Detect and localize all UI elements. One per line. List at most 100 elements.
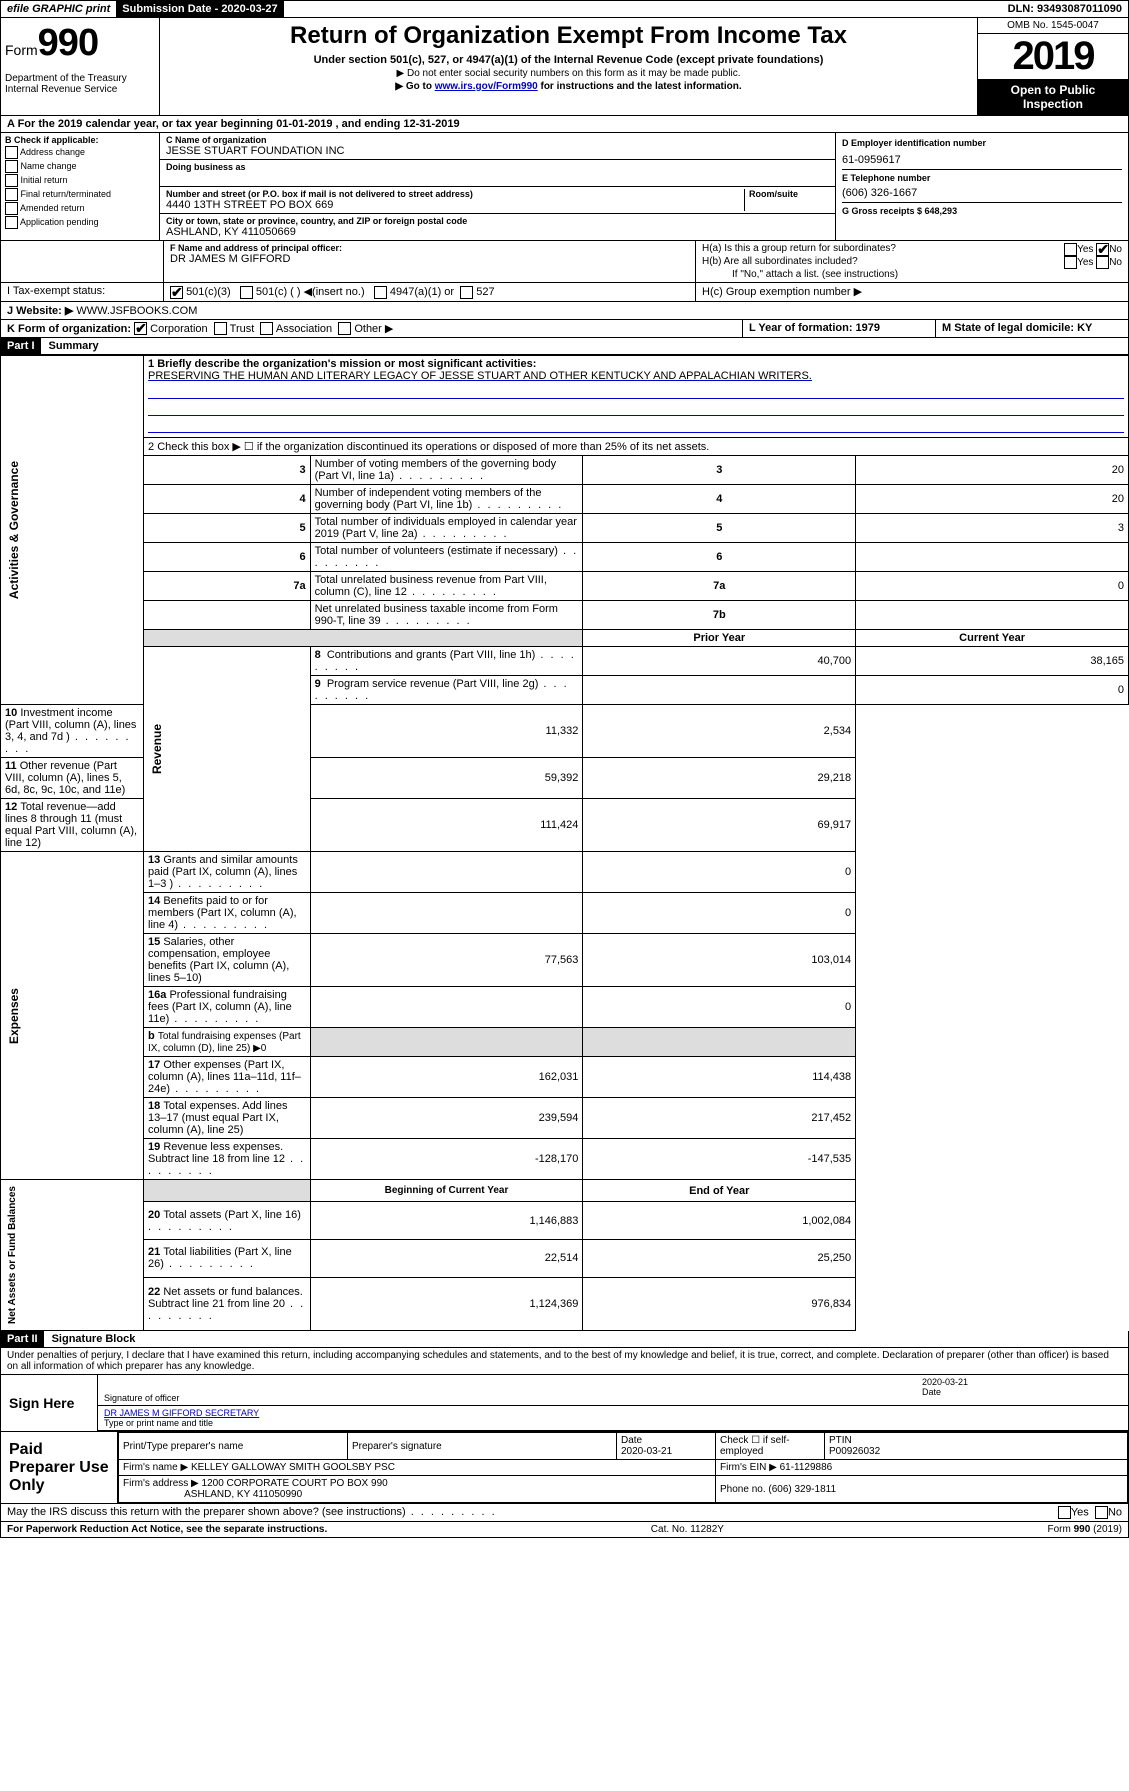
prior-year-header: Prior Year [583,630,856,647]
state-domicile: M State of legal domicile: KY [942,322,1092,334]
org-name: JESSE STUART FOUNDATION INC [166,145,829,157]
footer: For Paperwork Reduction Act Notice, see … [0,1522,1129,1538]
dept-label: Department of the Treasury Internal Reve… [5,73,155,95]
current-year-header: Current Year [856,630,1129,647]
vlabel-governance: Activities & Governance [5,457,23,603]
submission-date-button[interactable]: Submission Date - 2020-03-27 [116,1,283,17]
line1-label: 1 Briefly describe the organization's mi… [148,358,536,370]
ha-label: H(a) Is this a group return for subordin… [702,243,896,256]
part2-badge: Part II [1,1331,44,1347]
part1-header: Part I Summary [0,338,1129,355]
website-label: J Website: ▶ [7,305,73,317]
discuss-row: May the IRS discuss this return with the… [0,1504,1129,1522]
period-row: A For the 2019 calendar year, or tax yea… [0,116,1129,133]
check-501c3[interactable] [170,286,183,299]
hc-label: H(c) Group exemption number ▶ [702,286,862,298]
end-year-header: End of Year [583,1180,856,1202]
ein-label: D Employer identification number [842,138,1122,148]
sig-date: 2020-03-21 [922,1377,1122,1387]
part2-title: Signature Block [44,1331,144,1347]
dln-label: DLN: 93493087011090 [1002,1,1128,17]
check-amended[interactable]: Amended return [5,202,155,215]
paid-preparer-section: Paid Preparer Use Only Print/Type prepar… [0,1432,1129,1504]
form-prefix: Form [5,42,38,58]
form-header: Form990 Department of the Treasury Inter… [0,18,1129,116]
dba-label: Doing business as [166,162,829,172]
self-employed-check[interactable]: Check ☐ if self-employed [716,1433,825,1460]
year-formation: L Year of formation: 1979 [749,322,880,334]
city-label: City or town, state or province, country… [166,216,829,226]
blank-row [144,630,583,647]
irs-link[interactable]: www.irs.gov/Form990 [435,81,538,92]
vlabel-netassets: Net Assets or Fund Balances [5,1182,20,1328]
street-address: 4440 13TH STREET PO BOX 669 [166,199,744,211]
form-org-label: K Form of organization: [7,323,131,335]
gov-row: Net unrelated business taxable income fr… [1,601,1129,630]
officer-label: F Name and address of principal officer: [170,243,689,253]
paid-preparer-label: Paid Preparer Use Only [1,1432,118,1503]
sig-date-label: Date [922,1387,1122,1397]
hb-label: H(b) Are all subordinates included? [702,256,858,269]
check-527[interactable] [460,286,473,299]
instruction-1: ▶ Do not enter social security numbers o… [168,68,969,79]
main-title: Return of Organization Exempt From Incom… [168,22,969,50]
officer-name: DR JAMES M GIFFORD [170,253,689,265]
sign-here-label: Sign Here [1,1375,98,1431]
form-footer: Form 990 (2019) [1048,1524,1122,1535]
declaration: Under penalties of perjury, I declare th… [0,1348,1129,1375]
gross-receipts: G Gross receipts $ 648,293 [842,206,1122,216]
sign-here-section: Sign Here Signature of officer 2020-03-2… [0,1375,1129,1432]
omb-number: OMB No. 1545-0047 [978,18,1128,34]
subtitle: Under section 501(c), 527, or 4947(a)(1)… [168,54,969,66]
check-initial[interactable]: Initial return [5,174,155,187]
check-other[interactable] [338,322,351,335]
line2: 2 Check this box ▶ ☐ if the organization… [144,438,1129,456]
part1-title: Summary [41,338,107,354]
top-bar: efile GRAPHIC print Submission Date - 20… [0,0,1129,18]
check-b-label: B Check if applicable: [5,135,99,145]
check-corp[interactable] [134,322,147,335]
check-address[interactable]: Address change [5,146,155,159]
form-number: 990 [38,22,98,64]
mission-text: PRESERVING THE HUMAN AND LITERARY LEGACY… [148,370,812,382]
check-name[interactable]: Name change [5,160,155,173]
check-trust[interactable] [214,322,227,335]
gov-row: 6Total number of volunteers (estimate if… [1,543,1129,572]
officer-printed-name: DR JAMES M GIFFORD SECRETARY [104,1408,1122,1418]
phone-label: E Telephone number [842,173,1122,183]
begin-year-header: Beginning of Current Year [310,1180,583,1202]
part1-badge: Part I [1,338,41,354]
city-state-zip: ASHLAND, KY 411050669 [166,226,829,238]
addr-label: Number and street (or P.O. box if mail i… [166,189,744,199]
efile-label[interactable]: efile GRAPHIC print [1,1,116,17]
firm-ein: Firm's EIN ▶ 61-1129886 [716,1460,1128,1476]
prep-sig-label: Preparer's signature [348,1433,617,1460]
gov-row: 4Number of independent voting members of… [1,485,1129,514]
hb-note: If "No," attach a list. (see instruction… [702,269,1122,280]
website-value: WWW.JSFBOOKS.COM [76,305,197,317]
summary-table: Activities & Governance 1 Briefly descri… [0,355,1129,1331]
gov-row: 3Number of voting members of the governi… [1,456,1129,485]
check-501c[interactable] [240,286,253,299]
gov-row: 7aTotal unrelated business revenue from … [1,572,1129,601]
room-label: Room/suite [749,189,829,199]
row-k: K Form of organization: Corporation Trus… [0,320,1129,339]
part2-header: Part II Signature Block [0,1331,1129,1348]
check-assoc[interactable] [260,322,273,335]
gov-row: 5Total number of individuals employed in… [1,514,1129,543]
firm-address: 1200 CORPORATE COURT PO BOX 990 [202,1478,388,1489]
tax-year: 2019 [978,34,1128,79]
check-4947[interactable] [374,286,387,299]
ein-value: 61-0959617 [842,154,1122,166]
open-public-badge: Open to Public Inspection [978,79,1128,115]
firm-name: KELLEY GALLOWAY SMITH GOOLSBY PSC [191,1462,395,1473]
section-b-d: B Check if applicable: Address change Na… [0,133,1129,241]
sig-officer-label: Signature of officer [98,1375,916,1406]
check-final[interactable]: Final return/terminated [5,188,155,201]
officer-name-label: Type or print name and title [104,1418,1122,1428]
prep-name-label: Print/Type preparer's name [119,1433,348,1460]
row-j: J Website: ▶ WWW.JSFBOOKS.COM [0,302,1129,320]
row-f-h: F Name and address of principal officer:… [0,241,1129,283]
tax-exempt-label: I Tax-exempt status: [7,285,105,297]
check-pending[interactable]: Application pending [5,216,155,229]
